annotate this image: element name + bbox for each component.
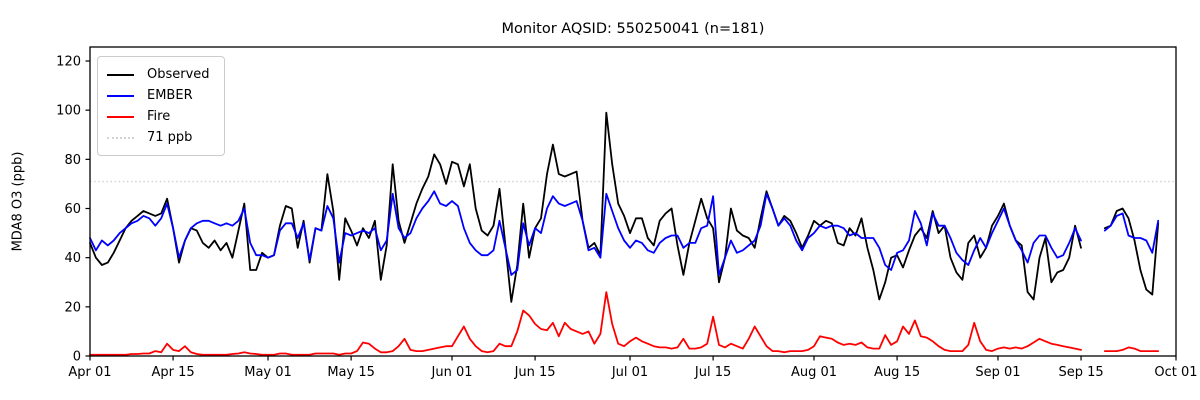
legend-item-threshold: 71 ppb [107,127,210,148]
threshold-line-swatch [107,136,134,139]
ember-series-line [89,190,1160,276]
x-axis-tick-label: Jun 01 [431,365,473,380]
legend-item-fire: Fire [107,106,210,127]
legend-label-threshold: 71 ppb [147,130,193,145]
x-axis-tick-label: Jul 01 [611,365,648,380]
ember-line-swatch [107,94,134,97]
observed-line-swatch [107,73,134,76]
x-axis-tick-label: Sep 01 [975,365,1020,380]
plot-frame [89,46,1177,357]
legend-label-observed: Observed [147,67,210,82]
y-axis-tick-label: 80 [64,153,81,168]
x-axis-tick-label: Apr 01 [68,365,111,380]
x-axis-tick-label: Aug 01 [791,365,837,380]
y-axis-tick-label: 20 [64,300,81,315]
chart-title: Monitor AQSID: 550250041 (n=181) [501,21,765,37]
y-axis-tick-label: 0 [73,350,81,365]
legend: Observed EMBER Fire 71 ppb [97,56,225,156]
x-axis-tick-label: Sep 15 [1058,365,1103,380]
y-axis-tick-label: 100 [56,104,81,119]
y-axis-tick-label: 60 [64,202,81,217]
fire-line-swatch [107,115,134,118]
y-axis-tick-label: 40 [64,251,81,266]
fire-series-line [89,291,1160,356]
observed-series-line [89,111,1160,303]
x-axis-tick-label: Apr 15 [151,365,194,380]
x-axis-tick-label: Oct 01 [1154,365,1197,380]
y-axis-tick-label: 120 [56,55,81,70]
legend-label-fire: Fire [147,109,171,124]
x-axis-tick-label: Aug 15 [874,365,920,380]
x-axis-tick-label: May 15 [327,365,375,380]
x-axis-tick-label: Jul 15 [694,365,731,380]
x-axis-tick-label: May 01 [244,365,292,380]
legend-item-ember: EMBER [107,85,210,106]
legend-item-observed: Observed [107,64,210,85]
legend-label-ember: EMBER [147,88,193,103]
x-axis-tick-label: Jun 15 [514,365,556,380]
